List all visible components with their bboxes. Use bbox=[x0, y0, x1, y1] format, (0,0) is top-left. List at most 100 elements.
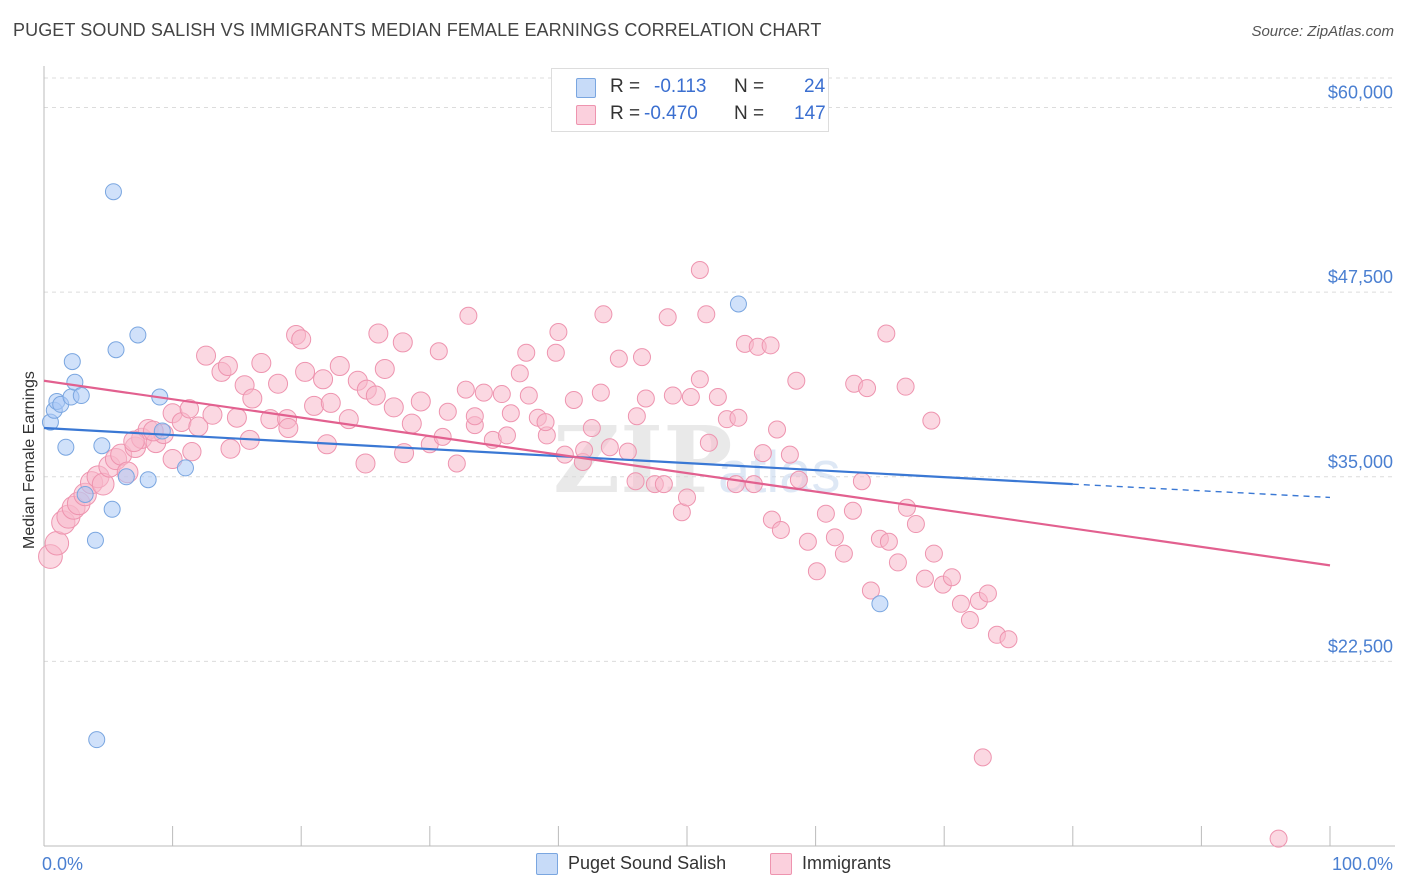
immigrants-point bbox=[410, 391, 431, 412]
immigrants-point bbox=[609, 349, 628, 368]
immigrants-point bbox=[960, 611, 979, 630]
y-tick-label: $35,000 bbox=[1328, 452, 1393, 472]
immigrants-point bbox=[789, 470, 808, 489]
immigrants-point bbox=[582, 419, 601, 438]
immigrants-point bbox=[519, 386, 538, 405]
immigrants-point bbox=[510, 364, 529, 383]
immigrants-point bbox=[517, 343, 536, 362]
immigrants-point bbox=[242, 388, 263, 409]
immigrants-point bbox=[549, 323, 568, 342]
immigrants-point bbox=[497, 426, 516, 445]
legend-n-value: 147 bbox=[794, 103, 826, 124]
immigrants-point bbox=[906, 515, 925, 534]
immigrants-point bbox=[761, 336, 780, 355]
immigrants-point bbox=[268, 373, 289, 394]
bottom-legend-swatch-salish bbox=[536, 853, 558, 875]
immigrants-point bbox=[429, 342, 448, 361]
salish-trend-line-extension bbox=[1072, 483, 1331, 499]
immigrants-point bbox=[447, 454, 466, 473]
immigrants-point bbox=[536, 413, 555, 432]
immigrants-point bbox=[295, 361, 316, 382]
immigrants-point bbox=[951, 594, 970, 613]
immigrants-point bbox=[456, 380, 475, 399]
immigrants-point bbox=[897, 498, 916, 517]
immigrants-point bbox=[627, 407, 646, 426]
immigrants-point bbox=[329, 356, 350, 376]
immigrants-trend-line bbox=[43, 379, 1331, 567]
chart-title: PUGET SOUND SALISH VS IMMIGRANTS MEDIAN … bbox=[13, 20, 822, 40]
immigrants-point bbox=[492, 385, 511, 404]
immigrants-point bbox=[915, 569, 934, 588]
immigrants-point bbox=[304, 395, 325, 416]
immigrants-point bbox=[44, 530, 70, 556]
immigrants-point bbox=[681, 388, 700, 407]
immigrants-point bbox=[1269, 829, 1288, 848]
x-tick-label-min: 0.0% bbox=[42, 854, 83, 874]
immigrants-point bbox=[368, 323, 389, 344]
immigrants-point bbox=[978, 584, 997, 603]
immigrants-point bbox=[564, 390, 583, 409]
salish-point bbox=[104, 183, 122, 201]
immigrants-point bbox=[278, 418, 299, 439]
immigrants-point bbox=[753, 444, 772, 463]
immigrants-point bbox=[924, 544, 943, 563]
immigrants-point bbox=[708, 388, 727, 407]
bottom-legend-swatch-immigrants bbox=[770, 853, 792, 875]
immigrants-point bbox=[501, 404, 520, 423]
salish-point bbox=[176, 459, 194, 477]
bottom-legend-label-salish: Puget Sound Salish bbox=[568, 853, 727, 873]
immigrants-point bbox=[383, 397, 404, 418]
immigrants-point bbox=[459, 306, 478, 325]
salish-point bbox=[139, 471, 157, 489]
salish-point bbox=[729, 295, 747, 313]
immigrants-point bbox=[313, 369, 334, 390]
immigrants-point bbox=[852, 472, 871, 491]
immigrants-point bbox=[699, 433, 718, 452]
immigrants-point bbox=[999, 630, 1018, 649]
immigrants-point bbox=[632, 348, 651, 367]
immigrants-point bbox=[973, 748, 992, 767]
watermark: ZIP atlas bbox=[553, 406, 841, 514]
immigrants-point bbox=[843, 501, 862, 520]
immigrants-point bbox=[123, 430, 145, 453]
y-tick-label: $47,500 bbox=[1328, 267, 1393, 287]
immigrants-point bbox=[807, 562, 826, 581]
immigrants-point bbox=[291, 329, 312, 350]
immigrants-point bbox=[816, 504, 835, 523]
immigrants-point bbox=[877, 324, 896, 343]
salish-point bbox=[129, 326, 147, 344]
immigrants-point bbox=[320, 392, 341, 413]
salish-point bbox=[76, 485, 94, 503]
immigrants-point bbox=[226, 407, 247, 428]
salish-point bbox=[107, 341, 125, 359]
legend-r-value: -0.470 bbox=[644, 103, 698, 124]
immigrants-point bbox=[546, 343, 565, 362]
data-points bbox=[38, 183, 1288, 848]
immigrants-point bbox=[825, 528, 844, 547]
immigrants-point bbox=[217, 356, 238, 376]
immigrants-point bbox=[355, 453, 376, 474]
immigrants-point bbox=[942, 568, 961, 587]
y-tick-label: $22,500 bbox=[1328, 636, 1393, 656]
immigrants-point bbox=[251, 353, 272, 374]
trend-lines bbox=[43, 379, 1331, 567]
immigrants-point bbox=[787, 371, 806, 390]
salish-point bbox=[153, 422, 171, 440]
immigrants-point bbox=[162, 449, 183, 470]
immigrants-point bbox=[618, 442, 637, 461]
x-tick-label-max: 100.0% bbox=[1332, 854, 1393, 874]
legend-swatch-immigrants bbox=[576, 105, 596, 125]
immigrants-point bbox=[594, 305, 613, 324]
source-note: Source: ZipAtlas.com bbox=[1251, 23, 1394, 40]
immigrants-point bbox=[465, 407, 484, 426]
immigrants-point bbox=[474, 383, 493, 402]
immigrants-point bbox=[834, 544, 853, 563]
immigrants-point bbox=[220, 438, 241, 459]
y-axis-label: Median Female Earnings bbox=[21, 371, 38, 549]
immigrants-point bbox=[626, 472, 645, 491]
immigrants-point bbox=[896, 377, 915, 396]
salish-point bbox=[88, 731, 106, 749]
immigrants-point bbox=[861, 581, 880, 600]
salish-point bbox=[117, 468, 135, 486]
